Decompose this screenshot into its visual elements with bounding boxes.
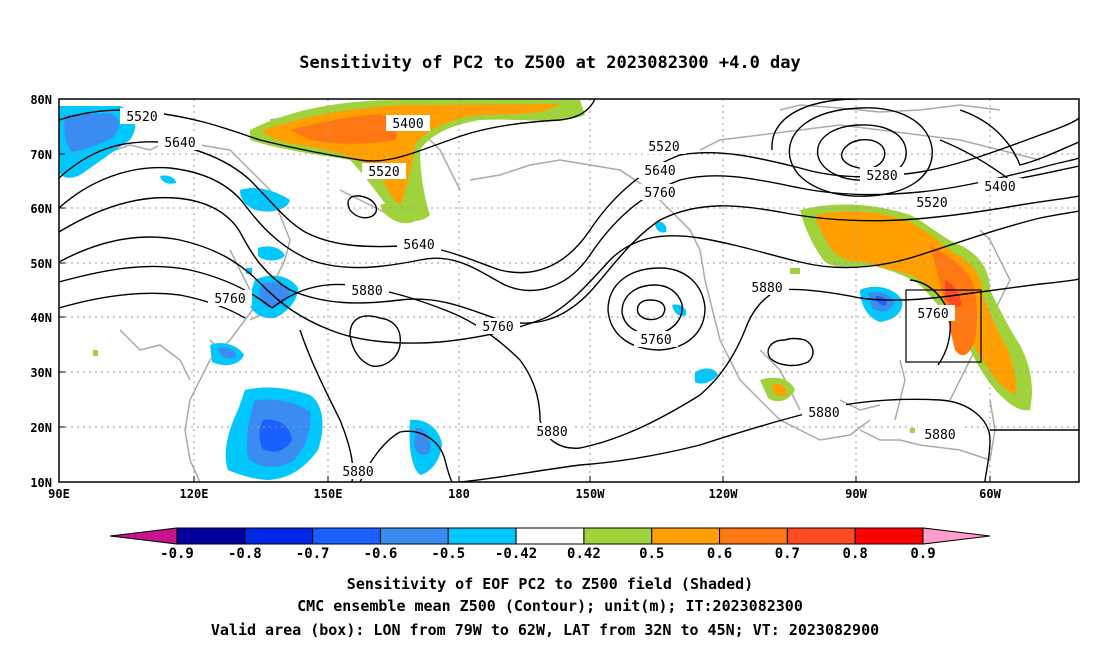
lat-tick-label: 60N [30, 202, 52, 216]
contour-label: 5520 [916, 196, 947, 211]
lon-tick-label: 90E [48, 487, 70, 501]
colorbar-segment [515, 527, 585, 545]
colorbar-label: -0.5 [431, 546, 465, 562]
colorbar-segment [854, 527, 924, 545]
graticule [59, 99, 1079, 482]
colorbar-label: 0.8 [843, 546, 868, 562]
contour-label: 5640 [164, 136, 195, 151]
caption-line-1: Sensitivity of EOF PC2 to Z500 field (Sh… [347, 575, 753, 593]
lon-tick-label: 120W [709, 487, 739, 501]
valid-area-box [905, 289, 982, 363]
contour-label: 5760 [640, 333, 671, 348]
longitude-labels: 90E 120E 150E 180 150W 120W 90W 60W [48, 487, 1001, 501]
colorbar-label: 0.9 [910, 546, 935, 562]
latitude-labels: 80N 70N 60N 50N 40N 30N 20N 10N [30, 93, 52, 490]
lat-tick-label: 30N [30, 366, 52, 380]
lat-tick-label: 70N [30, 148, 52, 162]
lon-tick-label: 150E [314, 487, 343, 501]
figure-title: Sensitivity of PC2 to Z500 at 2023082300… [299, 53, 801, 73]
lon-tick-label: 90W [845, 487, 867, 501]
negative-sensitivity-shading [59, 106, 903, 480]
colorbar-label: 0.7 [775, 546, 800, 562]
colorbar: -0.9 -0.8 -0.7 -0.6 -0.5 -0.42 0.42 0.5 0.6 0.7 0.… [109, 527, 991, 562]
contour-label: 5880 [342, 465, 373, 480]
contour-label: 5400 [984, 180, 1015, 195]
colorbar-high-extend [922, 527, 991, 545]
contour-label: 5880 [351, 284, 382, 299]
contour-label: 5880 [751, 281, 782, 296]
colorbar-low-extend [109, 527, 178, 545]
contour-label: 5760 [482, 320, 513, 335]
lon-tick-label: 180 [448, 487, 470, 501]
contour-label: 5760 [917, 307, 948, 322]
colorbar-segment [244, 527, 314, 545]
colorbar-segment [651, 527, 721, 545]
lon-tick-label: 150W [576, 487, 606, 501]
contour-label: 5400 [392, 117, 423, 132]
contour-label: 5880 [536, 425, 567, 440]
lat-tick-label: 20N [30, 421, 52, 435]
contour-label: 5520 [648, 140, 679, 155]
colorbar-segment [447, 527, 517, 545]
lon-tick-label: 60W [979, 487, 1001, 501]
colorbar-segment [312, 527, 381, 545]
colorbar-segment [176, 527, 246, 545]
contour-label: 5640 [403, 238, 434, 253]
colorbar-label: -0.9 [160, 546, 194, 562]
colorbar-label: -0.8 [228, 546, 262, 562]
contour-label: 5520 [126, 110, 157, 125]
colorbar-segment [719, 527, 788, 545]
colorbar-label: 0.42 [567, 546, 601, 562]
caption-line-3: Valid area (box): LON from 79W to 62W, L… [211, 621, 879, 639]
lon-tick-label: 120E [180, 487, 209, 501]
map-panel: 5520 5640 5400 5520 5640 5760 5880 5760 … [59, 99, 1079, 482]
colorbar-label: 0.5 [639, 546, 664, 562]
lat-tick-label: 50N [30, 257, 52, 271]
positive-sensitivity-shading [93, 100, 1032, 433]
contour-label: 5880 [924, 428, 955, 443]
contour-label: 5760 [214, 292, 245, 307]
contour-label: 5760 [644, 186, 675, 201]
colorbar-label: 0.6 [707, 546, 732, 562]
colorbar-label: -0.7 [296, 546, 330, 562]
colorbar-segment [379, 527, 449, 545]
tick-marks [58, 98, 991, 483]
contour-label: 5640 [644, 164, 675, 179]
colorbar-label: -0.42 [495, 546, 537, 562]
lat-tick-label: 10N [30, 476, 52, 490]
contour-label: 5280 [866, 169, 897, 184]
lat-tick-label: 40N [30, 311, 52, 325]
caption: Sensitivity of EOF PC2 to Z500 field (Sh… [211, 575, 879, 639]
contour-label: 5520 [368, 165, 399, 180]
map-frame [58, 98, 1080, 483]
colorbar-label: -0.6 [364, 546, 398, 562]
colorbar-segment [786, 527, 856, 545]
colorbar-segment [583, 527, 653, 545]
lat-tick-label: 80N [30, 93, 52, 107]
caption-line-2: CMC ensemble mean Z500 (Contour); unit(m… [297, 597, 803, 615]
contour-label: 5880 [808, 406, 839, 421]
contour-labels: 5520 5640 5400 5520 5640 5760 5880 5760 … [120, 108, 1022, 480]
